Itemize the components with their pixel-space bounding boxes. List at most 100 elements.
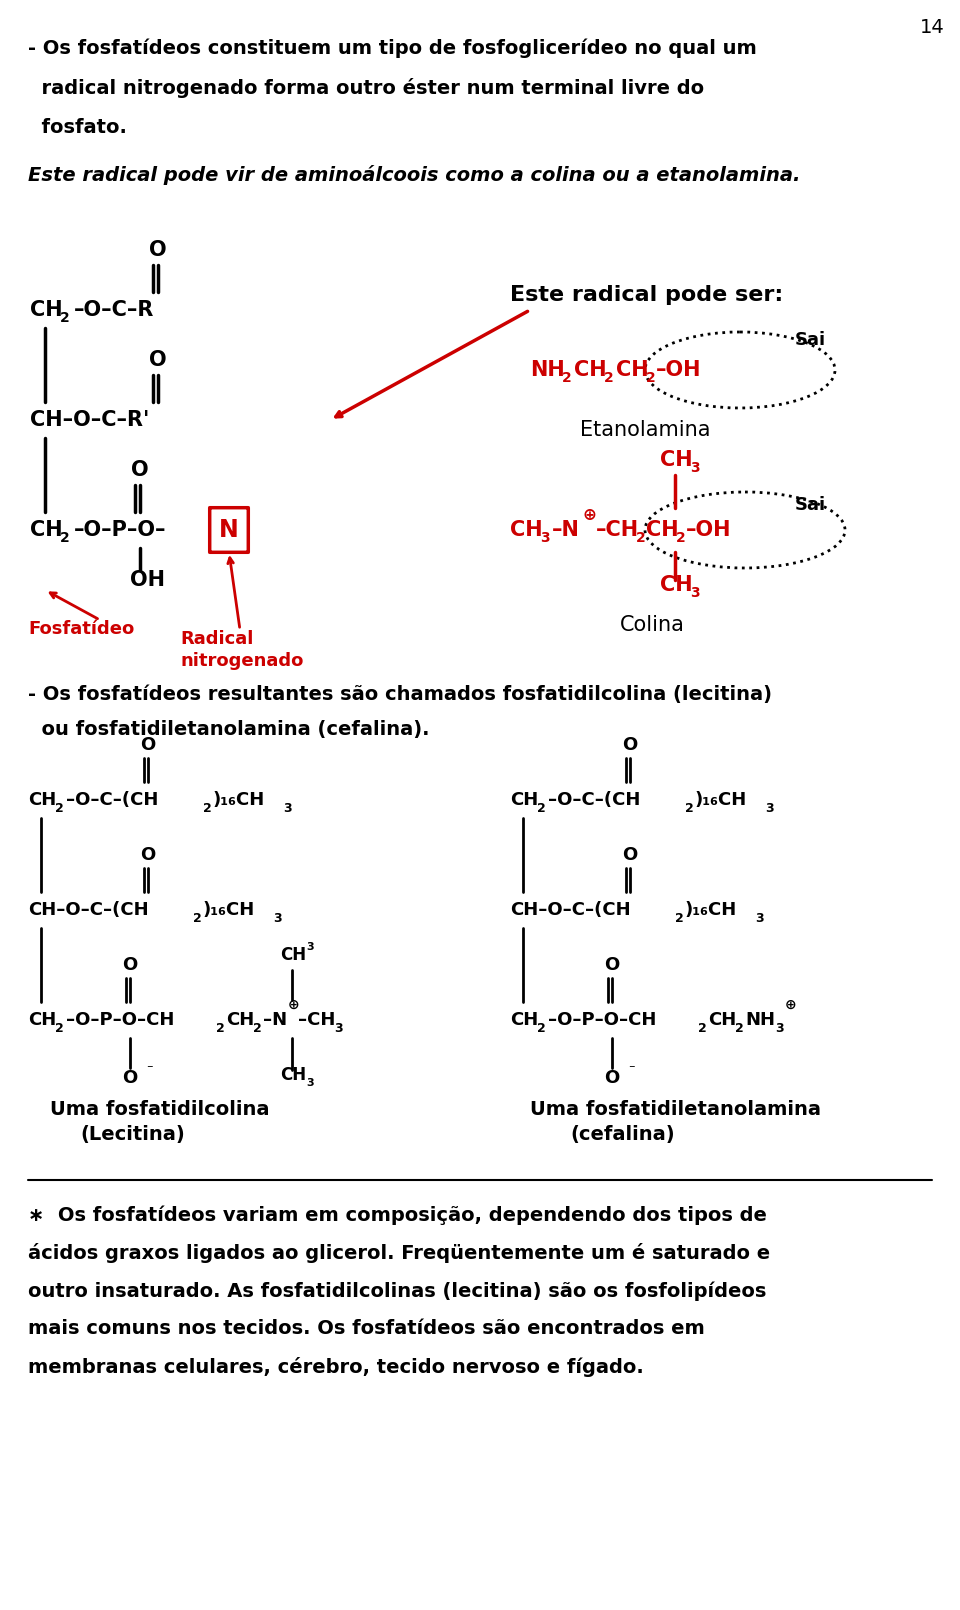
Text: 2: 2: [537, 802, 545, 815]
Text: Uma fosfatidiletanolamina: Uma fosfatidiletanolamina: [530, 1100, 821, 1119]
Text: –N: –N: [552, 520, 580, 539]
Text: O: O: [149, 240, 167, 259]
Text: CH–O–C–R': CH–O–C–R': [30, 411, 150, 430]
Text: –O–P–O–: –O–P–O–: [74, 520, 166, 539]
Text: 3: 3: [283, 802, 292, 815]
Text: 2: 2: [604, 370, 613, 385]
Text: –O–P–O–CH: –O–P–O–CH: [66, 1011, 175, 1029]
Text: 3: 3: [690, 460, 700, 475]
Text: )₁₆CH: )₁₆CH: [695, 791, 747, 808]
Text: 3: 3: [306, 942, 314, 952]
Text: CH: CH: [646, 520, 679, 539]
Text: 2: 2: [675, 911, 684, 924]
Text: (cefalina): (cefalina): [570, 1125, 675, 1145]
Text: O: O: [132, 460, 149, 480]
Text: ⊕: ⊕: [582, 506, 596, 523]
Text: CH: CH: [280, 1066, 306, 1084]
Text: 2: 2: [562, 370, 572, 385]
Text: CH: CH: [510, 1011, 539, 1029]
Text: 2: 2: [253, 1021, 262, 1035]
Text: –CH: –CH: [596, 520, 639, 539]
Text: fosfato.: fosfato.: [28, 118, 127, 137]
Text: 3: 3: [334, 1021, 343, 1035]
Text: 3: 3: [540, 531, 550, 546]
Text: Etanolamina: Etanolamina: [580, 420, 710, 440]
Text: )₁₆CH: )₁₆CH: [213, 791, 265, 808]
Text: 2: 2: [203, 802, 212, 815]
Text: outro insaturado. As fosfatidilcolinas (lecitina) são os fosfolipídeos: outro insaturado. As fosfatidilcolinas (…: [28, 1282, 766, 1301]
Text: - Os fosfatídeos constituem um tipo de fosfoglicerídeo no qual um: - Os fosfatídeos constituem um tipo de f…: [28, 39, 756, 58]
Text: NH: NH: [745, 1011, 775, 1029]
Text: membranas celulares, cérebro, tecido nervoso e fígado.: membranas celulares, cérebro, tecido ner…: [28, 1357, 644, 1377]
Text: 2: 2: [735, 1021, 744, 1035]
Text: –OH: –OH: [686, 520, 732, 539]
Text: O: O: [605, 956, 619, 974]
Text: )₁₆CH: )₁₆CH: [685, 902, 737, 919]
Text: ⊕: ⊕: [288, 998, 300, 1013]
Text: 3: 3: [775, 1021, 783, 1035]
Text: CH: CH: [616, 361, 649, 380]
Text: (Lecitina): (Lecitina): [80, 1125, 184, 1145]
Text: –CH: –CH: [298, 1011, 335, 1029]
Text: O: O: [122, 1069, 137, 1087]
Text: 2: 2: [676, 531, 685, 546]
Text: Este radical pode ser:: Este radical pode ser:: [510, 285, 783, 304]
Text: Radical: Radical: [180, 630, 253, 647]
Text: 3: 3: [765, 802, 774, 815]
Text: 2: 2: [60, 531, 70, 546]
Text: 2: 2: [537, 1021, 545, 1035]
Text: CH: CH: [574, 361, 607, 380]
Text: Sai: Sai: [795, 332, 827, 349]
Text: O: O: [122, 956, 137, 974]
Text: 2: 2: [55, 1021, 63, 1035]
Text: - Os fosfatídeos resultantes são chamados fosfatidilcolina (lecitina): - Os fosfatídeos resultantes são chamado…: [28, 684, 772, 704]
Text: CH: CH: [708, 1011, 736, 1029]
Text: Este radical pode vir de aminoálcoois como a colina ou a etanolamina.: Este radical pode vir de aminoálcoois co…: [28, 164, 801, 185]
Text: 2: 2: [60, 311, 70, 325]
Text: ∗  Os fosfatídeos variam em composição, dependendo dos tipos de: ∗ Os fosfatídeos variam em composição, d…: [28, 1204, 767, 1225]
Text: Sai: Sai: [795, 496, 827, 514]
Text: –O–C–R: –O–C–R: [74, 299, 155, 320]
Text: CH: CH: [30, 299, 62, 320]
Text: nitrogenado: nitrogenado: [180, 652, 303, 670]
Text: O: O: [140, 736, 156, 753]
Text: 2: 2: [685, 802, 694, 815]
Text: CH: CH: [28, 791, 57, 808]
Text: –O–P–O–CH: –O–P–O–CH: [548, 1011, 657, 1029]
Text: 3: 3: [306, 1079, 314, 1088]
Text: CH–O–C–(CH: CH–O–C–(CH: [510, 902, 631, 919]
Text: CH–O–C–(CH: CH–O–C–(CH: [28, 902, 149, 919]
Text: CH: CH: [510, 791, 539, 808]
Text: 2: 2: [698, 1021, 707, 1035]
Text: –N: –N: [263, 1011, 287, 1029]
Text: CH: CH: [28, 1011, 57, 1029]
Text: 3: 3: [755, 911, 763, 924]
Text: –OH: –OH: [656, 361, 702, 380]
Text: 2: 2: [193, 911, 202, 924]
Text: CH: CH: [510, 520, 542, 539]
Text: O: O: [140, 845, 156, 865]
Text: 3: 3: [690, 586, 700, 601]
Text: Fosfatídeo: Fosfatídeo: [28, 620, 134, 638]
Text: ⁻: ⁻: [146, 1064, 153, 1077]
Text: 14: 14: [920, 18, 945, 37]
Text: O: O: [622, 845, 637, 865]
Text: –O–C–(CH: –O–C–(CH: [66, 791, 158, 808]
Text: 2: 2: [216, 1021, 225, 1035]
Text: 2: 2: [636, 531, 646, 546]
Text: ⁻: ⁻: [628, 1064, 635, 1077]
Text: )₁₆CH: )₁₆CH: [203, 902, 255, 919]
Text: CH: CH: [30, 520, 62, 539]
Text: O: O: [622, 736, 637, 753]
Text: O: O: [604, 1069, 619, 1087]
Text: CH: CH: [660, 575, 692, 596]
Text: radical nitrogenado forma outro éster num terminal livre do: radical nitrogenado forma outro éster nu…: [28, 77, 704, 98]
Text: NH: NH: [530, 361, 564, 380]
Text: 3: 3: [273, 911, 281, 924]
Text: 2: 2: [55, 802, 63, 815]
Text: ou fosfatidiletanolamina (cefalina).: ou fosfatidiletanolamina (cefalina).: [28, 720, 429, 739]
Text: mais comuns nos tecidos. Os fosfatídeos são encontrados em: mais comuns nos tecidos. Os fosfatídeos …: [28, 1319, 705, 1338]
Text: O: O: [149, 349, 167, 370]
Text: OH: OH: [130, 570, 165, 589]
Text: CH: CH: [660, 451, 692, 470]
